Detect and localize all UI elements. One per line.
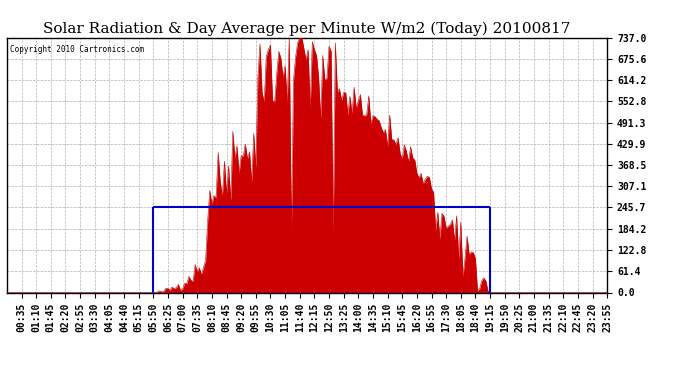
Text: Copyright 2010 Cartronics.com: Copyright 2010 Cartronics.com [10,45,144,54]
Title: Solar Radiation & Day Average per Minute W/m2 (Today) 20100817: Solar Radiation & Day Average per Minute… [43,22,571,36]
